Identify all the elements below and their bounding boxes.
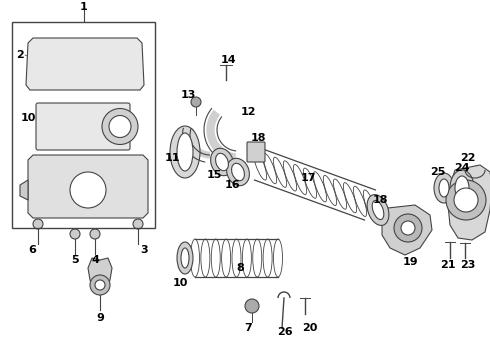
Text: 15: 15 bbox=[206, 170, 221, 180]
Circle shape bbox=[133, 219, 143, 229]
Circle shape bbox=[401, 221, 415, 235]
Circle shape bbox=[102, 108, 138, 144]
Text: 18: 18 bbox=[250, 133, 266, 143]
Text: 20: 20 bbox=[302, 323, 318, 333]
Ellipse shape bbox=[434, 173, 454, 203]
Text: 21: 21 bbox=[440, 260, 456, 270]
Circle shape bbox=[33, 219, 43, 229]
Ellipse shape bbox=[177, 242, 193, 274]
Ellipse shape bbox=[232, 163, 245, 181]
Ellipse shape bbox=[216, 153, 228, 171]
Ellipse shape bbox=[211, 148, 233, 176]
FancyBboxPatch shape bbox=[36, 103, 130, 150]
Text: 12: 12 bbox=[240, 107, 256, 117]
Text: 23: 23 bbox=[460, 260, 476, 270]
Text: 3: 3 bbox=[140, 245, 148, 255]
Circle shape bbox=[454, 188, 478, 212]
Circle shape bbox=[245, 299, 259, 313]
FancyBboxPatch shape bbox=[247, 142, 265, 162]
Text: 1: 1 bbox=[79, 2, 87, 12]
Text: 4: 4 bbox=[91, 255, 99, 265]
Circle shape bbox=[394, 214, 422, 242]
Text: 18: 18 bbox=[372, 195, 388, 205]
Text: 24: 24 bbox=[454, 163, 470, 173]
Text: 22: 22 bbox=[460, 153, 476, 163]
Text: 6: 6 bbox=[28, 245, 36, 255]
Text: 11: 11 bbox=[164, 153, 180, 163]
Text: 14: 14 bbox=[220, 55, 236, 65]
Text: 5: 5 bbox=[71, 255, 79, 265]
Polygon shape bbox=[448, 165, 490, 240]
Circle shape bbox=[70, 172, 106, 208]
Text: 25: 25 bbox=[430, 167, 446, 177]
Bar bbox=[12, 22, 155, 228]
Ellipse shape bbox=[177, 133, 193, 171]
Text: 19: 19 bbox=[402, 257, 418, 267]
Text: 2: 2 bbox=[16, 50, 24, 60]
Circle shape bbox=[90, 229, 100, 239]
Ellipse shape bbox=[450, 170, 474, 206]
Text: 10: 10 bbox=[172, 278, 188, 288]
Polygon shape bbox=[88, 258, 112, 295]
Polygon shape bbox=[26, 38, 144, 90]
Text: 10: 10 bbox=[20, 113, 36, 123]
Text: 9: 9 bbox=[96, 313, 104, 323]
Text: 8: 8 bbox=[236, 263, 244, 273]
Text: 7: 7 bbox=[244, 323, 252, 333]
Ellipse shape bbox=[170, 126, 200, 178]
Polygon shape bbox=[382, 205, 432, 255]
Circle shape bbox=[95, 280, 105, 290]
Ellipse shape bbox=[226, 158, 249, 186]
Text: 26: 26 bbox=[277, 327, 293, 337]
Text: 16: 16 bbox=[224, 180, 240, 190]
Polygon shape bbox=[20, 180, 28, 200]
Ellipse shape bbox=[439, 179, 449, 197]
Ellipse shape bbox=[455, 176, 469, 200]
Polygon shape bbox=[28, 155, 148, 218]
Text: 17: 17 bbox=[300, 173, 316, 183]
Circle shape bbox=[70, 229, 80, 239]
Text: 13: 13 bbox=[180, 90, 196, 100]
Circle shape bbox=[446, 180, 486, 220]
Circle shape bbox=[191, 97, 201, 107]
Ellipse shape bbox=[181, 248, 189, 268]
Circle shape bbox=[90, 275, 110, 295]
Circle shape bbox=[109, 116, 131, 138]
Ellipse shape bbox=[372, 201, 384, 220]
Ellipse shape bbox=[367, 195, 389, 225]
